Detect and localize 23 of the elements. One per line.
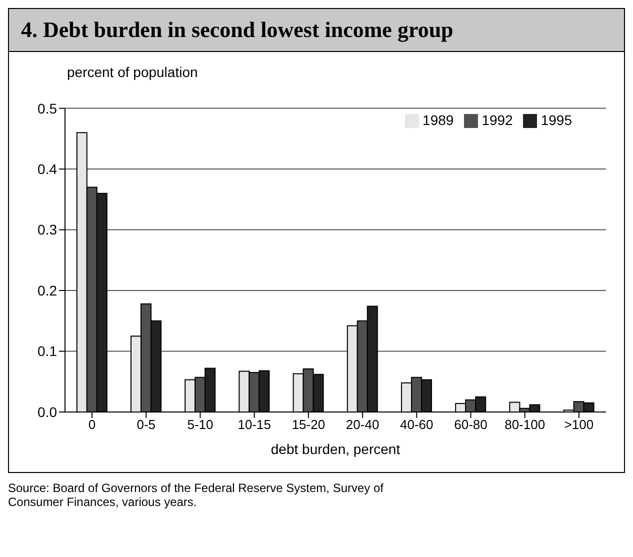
source-note: Source: Board of Governors of the Federal Reserve System, Survey of Consumer Finances, various years.	[8, 481, 385, 509]
y-tick-label: 0.2	[38, 282, 58, 298]
x-axis-title: debt burden, percent	[270, 441, 400, 457]
chart-title: 4. Debt burden in second lowest income group	[9, 9, 624, 52]
x-tick-label: 80-100	[504, 417, 546, 432]
y-axis-title: percent of population	[67, 64, 198, 80]
x-tick-label: >100	[564, 417, 594, 432]
y-tick-label: 0.3	[38, 222, 58, 238]
x-tick-label: 15-20	[292, 417, 326, 432]
y-tick-label: 0.0	[38, 404, 58, 420]
x-tick-label: 10-15	[238, 417, 271, 432]
x-tick-label: 60-80	[454, 417, 488, 432]
x-tick-label: 40-60	[400, 417, 434, 432]
x-tick-label: 0	[88, 417, 96, 432]
y-tick-label: 0.1	[38, 343, 58, 360]
x-tick-label: 0-5	[136, 417, 156, 432]
legend-label: 1992	[482, 112, 513, 128]
x-tick-label: 5-10	[187, 417, 214, 432]
legend-label: 1995	[540, 112, 572, 128]
y-tick-label: 0.5	[38, 100, 58, 116]
x-tick-label: 20-40	[346, 417, 380, 432]
y-tick-label: 0.4	[38, 161, 58, 178]
legend-label: 1989	[422, 112, 454, 128]
